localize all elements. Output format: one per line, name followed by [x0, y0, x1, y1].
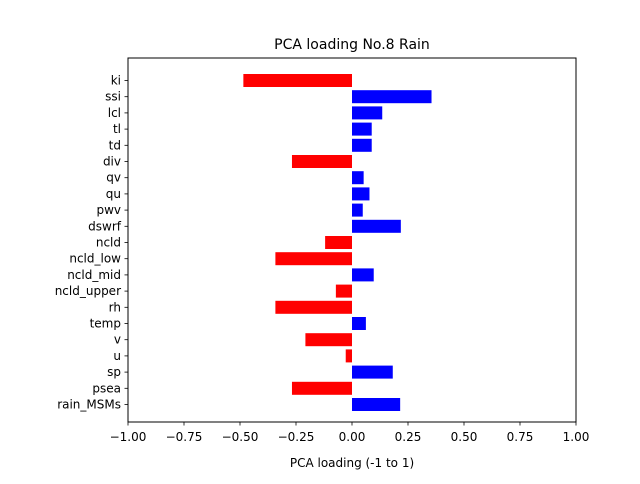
x-tick-label: 0.75 — [507, 430, 534, 444]
bar-qv — [352, 171, 364, 185]
x-tick-label: 0.25 — [395, 430, 422, 444]
y-tick-label: rain_MSMs — [57, 398, 121, 412]
y-tick-label: ncld — [96, 236, 121, 250]
y-tick-label: qv — [106, 171, 121, 185]
bar-ncld — [325, 236, 352, 249]
y-tick-label: ncld_low — [69, 252, 121, 266]
y-tick-label: dswrf — [88, 219, 122, 233]
bar-td — [352, 138, 372, 152]
x-axis-label: PCA loading (-1 to 1) — [290, 456, 414, 470]
bar-ncld_mid — [352, 268, 374, 282]
bar-ncld_upper — [335, 284, 352, 298]
bar-rain_MSMs — [352, 398, 401, 411]
y-tick-label: rh — [109, 300, 121, 314]
y-axis-ticks: ki ssi lcl tl td div qv qu pwv dswrf ncld ncld_lown… — [55, 74, 128, 412]
bar-u — [345, 349, 352, 363]
y-tick-label: td — [109, 138, 121, 152]
bar-v — [305, 333, 352, 347]
x-tick-label: 0.50 — [451, 430, 478, 444]
y-tick-label: ncld_mid — [67, 268, 121, 282]
x-tick-label: −0.25 — [278, 430, 315, 444]
y-tick-label: ssi — [105, 90, 121, 104]
bar-pwv — [352, 203, 363, 217]
bar-ssi — [352, 90, 432, 104]
bar-tl — [352, 122, 372, 136]
x-tick-label: −1.00 — [110, 430, 147, 444]
bar-psea — [291, 381, 352, 395]
y-tick-label: ki — [111, 74, 121, 88]
bar-rh — [275, 300, 352, 314]
bar-dswrf — [352, 219, 401, 233]
bar-sp — [352, 365, 393, 379]
bar-ki — [243, 74, 352, 87]
plot-area-frame — [127, 57, 577, 423]
x-tick-label: 1.00 — [563, 430, 590, 444]
y-tick-label: v — [114, 333, 121, 347]
x-axis-ticks: −1.00 −0.75 −0.50 −0.25 0.00 0.25 0.50 0.75 1.00 — [110, 422, 590, 444]
x-tick-label: −0.50 — [222, 430, 259, 444]
y-tick-label: div — [103, 155, 121, 169]
bars-layer — [243, 74, 432, 411]
y-tick-label: ncld_upper — [55, 284, 121, 298]
y-tick-label: psea — [92, 381, 121, 395]
y-tick-label: sp — [107, 365, 121, 379]
x-tick-label: −0.75 — [166, 430, 203, 444]
x-tick-label: 0.00 — [339, 430, 366, 444]
bar-temp — [352, 317, 366, 330]
bar-qu — [352, 187, 370, 201]
y-tick-label: qu — [106, 187, 121, 201]
y-tick-label: u — [113, 349, 121, 363]
y-tick-label: tl — [113, 122, 121, 136]
bar-ncld_low — [275, 252, 352, 266]
y-tick-label: lcl — [108, 106, 121, 120]
y-tick-label: temp — [90, 317, 121, 331]
chart-title: PCA loading No.8 Rain — [274, 37, 430, 53]
y-tick-label: pwv — [96, 203, 121, 217]
bar-div — [291, 155, 352, 168]
bar-lcl — [352, 106, 383, 120]
